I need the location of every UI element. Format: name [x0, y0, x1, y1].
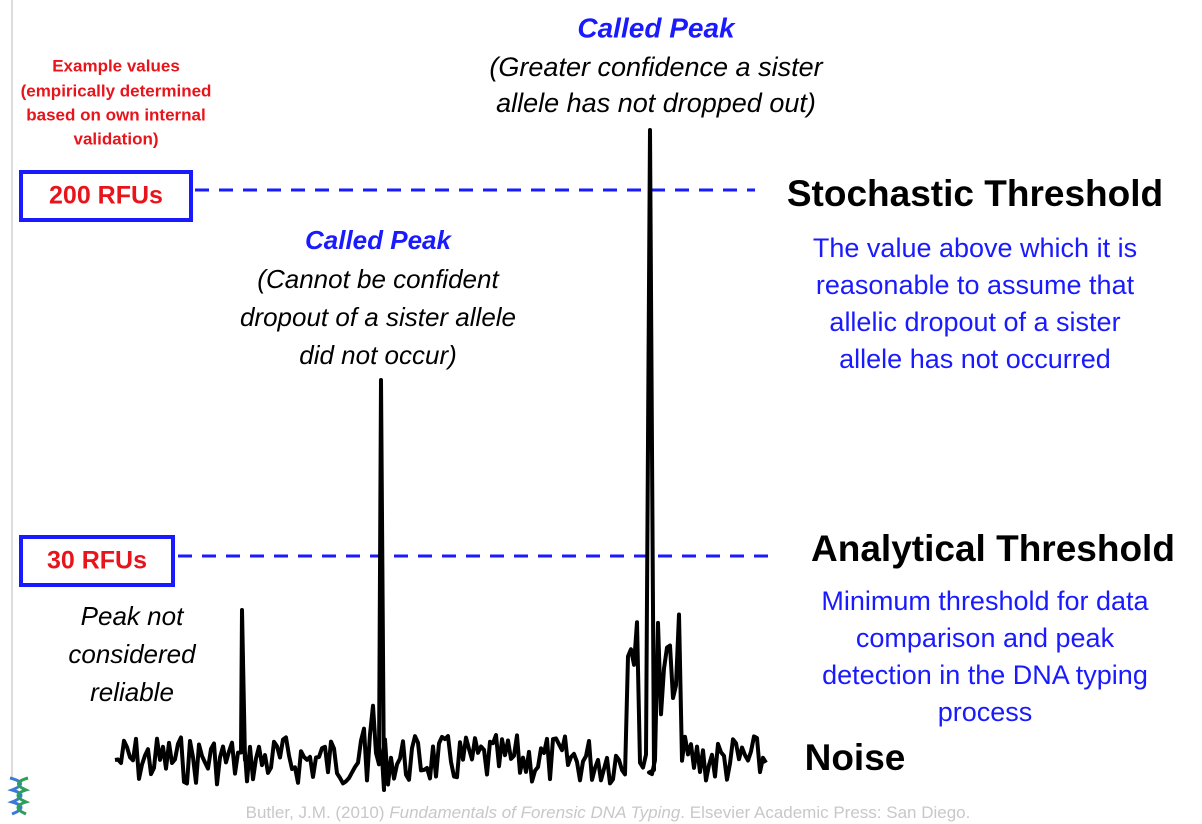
text-line: reasonable to assume that [816, 270, 1135, 300]
value-box [19, 170, 193, 222]
peak-desc: (Greater confidence a sister allele has n… [489, 52, 823, 118]
text-line: based on own internal [26, 105, 205, 124]
threshold-title: Analytical Threshold [811, 528, 1175, 569]
value-label: 200 RFUs [49, 182, 163, 210]
text-line: comparison and peak [856, 623, 1115, 653]
threshold-desc: Minimum threshold for data comparison and… [821, 586, 1149, 727]
peak-desc: (Cannot be confident dropout of a sister … [240, 264, 516, 370]
text-line: (empirically determined [21, 81, 212, 100]
threshold-title: Stochastic Threshold [787, 173, 1163, 214]
peak-title: Called Peak [577, 12, 736, 43]
text-line: Peak not [81, 601, 185, 631]
text-line: dropout of a sister allele [240, 302, 516, 332]
peak-title: Called Peak [305, 225, 453, 255]
text-line: reliable [90, 677, 174, 707]
text-line: (Greater confidence a sister [489, 52, 823, 82]
text-line: validation) [73, 129, 158, 148]
value-label: 30 RFUs [47, 547, 147, 575]
text-line: The value above which it is [813, 233, 1137, 263]
threshold-desc: The value above which it is reasonable to… [813, 233, 1137, 374]
text-line: detection in the DNA typing [822, 660, 1148, 690]
logo [7, 776, 31, 816]
text-line: Minimum threshold for data [821, 586, 1149, 616]
noise-label: Noise [805, 737, 906, 778]
example-title: Example values [52, 56, 180, 75]
text-line: process [938, 697, 1033, 727]
citation: Butler, J.M. (2010) Fundamentals of Fore… [246, 803, 971, 822]
signal-trace [114, 128, 768, 792]
text-line: considered [68, 639, 197, 669]
example-lines: (empirically determined based on own inte… [21, 81, 212, 148]
text-line: did not occur) [299, 340, 457, 370]
value-box [19, 535, 175, 587]
text-line: (Cannot be confident [257, 264, 500, 294]
text-line: allele has not occurred [839, 344, 1111, 374]
text-line: allele has not dropped out) [496, 88, 816, 118]
peak-desc: Peak not considered reliable [68, 601, 197, 707]
text-line: allelic dropout of a sister [829, 307, 1120, 337]
